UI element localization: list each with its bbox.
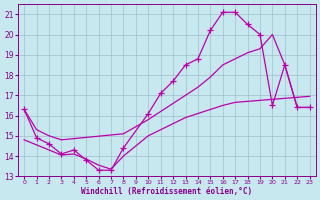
X-axis label: Windchill (Refroidissement éolien,°C): Windchill (Refroidissement éolien,°C): [81, 187, 252, 196]
